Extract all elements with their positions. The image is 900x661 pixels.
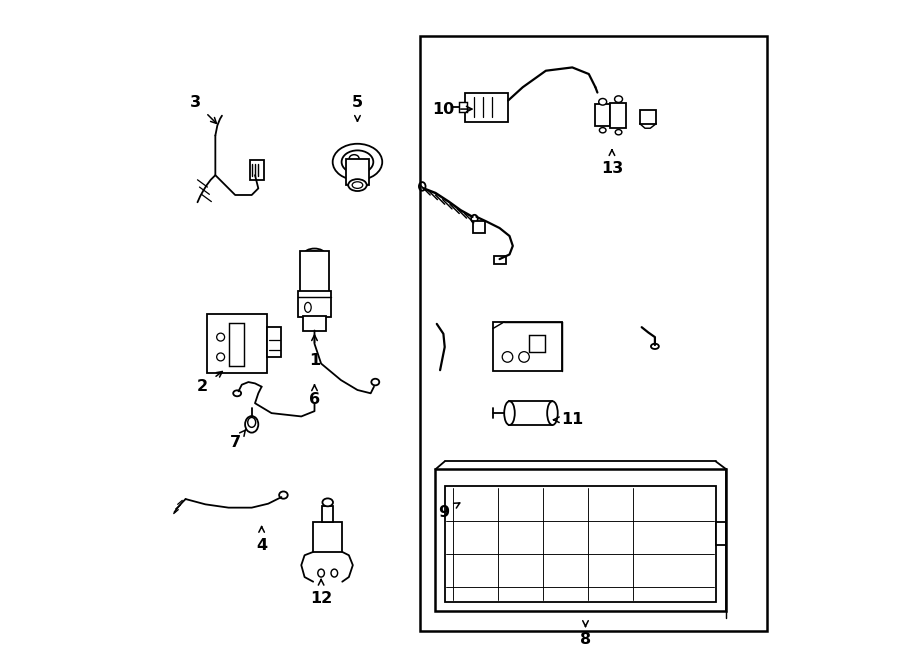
Bar [420,36,768,631]
Bar [716,522,726,545]
Bar [302,316,327,330]
Ellipse shape [304,302,311,312]
Text: 2: 2 [196,379,208,394]
Ellipse shape [233,390,241,396]
Ellipse shape [651,344,659,349]
Bar [459,102,466,112]
Bar [298,291,331,317]
Ellipse shape [333,144,382,180]
Circle shape [502,352,513,362]
Ellipse shape [331,569,338,577]
Bar [596,104,610,126]
Ellipse shape [504,401,515,425]
Text: 10: 10 [432,102,454,116]
Ellipse shape [615,96,623,102]
Bar [509,401,553,425]
Bar [436,469,726,611]
Ellipse shape [547,401,558,425]
Bar [493,322,562,371]
Ellipse shape [472,215,478,223]
Ellipse shape [308,251,321,258]
Bar [322,506,333,522]
Text: 8: 8 [580,633,591,647]
Text: 1: 1 [309,353,320,368]
Bar [207,314,267,373]
Ellipse shape [616,130,622,135]
Circle shape [217,333,225,341]
Ellipse shape [342,150,374,173]
Bar [610,103,626,128]
Ellipse shape [599,128,606,133]
Text: 7: 7 [230,436,240,450]
Ellipse shape [304,249,325,260]
Ellipse shape [245,416,258,433]
Bar [473,221,485,233]
Text: 6: 6 [309,393,320,407]
Ellipse shape [352,182,363,188]
Bar [528,335,545,352]
Bar [494,256,506,264]
Ellipse shape [279,492,288,498]
Bar [465,93,508,122]
Ellipse shape [248,418,256,428]
Circle shape [518,352,529,362]
Text: 12: 12 [310,591,332,605]
Ellipse shape [372,379,379,385]
Bar [249,160,265,180]
Text: 9: 9 [437,505,449,520]
Text: 5: 5 [352,95,363,110]
Bar [267,327,282,357]
Ellipse shape [348,179,366,191]
Bar [230,323,244,366]
Text: 11: 11 [562,412,583,427]
Bar [300,251,329,294]
Text: 4: 4 [256,538,267,553]
Circle shape [217,353,225,361]
Bar [640,110,656,124]
Bar [313,522,342,552]
Ellipse shape [349,155,359,163]
Ellipse shape [322,498,333,506]
Bar [445,486,716,602]
Text: 3: 3 [190,95,201,110]
Ellipse shape [318,569,324,577]
Ellipse shape [418,182,426,190]
Bar [346,159,369,185]
Text: 13: 13 [601,161,623,176]
Ellipse shape [598,98,607,105]
